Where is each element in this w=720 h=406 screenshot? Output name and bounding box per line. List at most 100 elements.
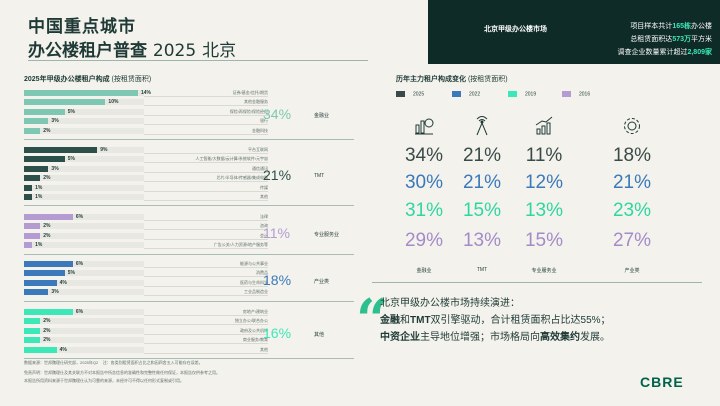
footer-disclaimer: 免责声明：世邦魏理仕及其关联方不对本报告中所含信息的准确性和完整性做任何保证，本…	[24, 370, 220, 375]
quote-l2c: TMT	[410, 315, 431, 326]
legend-label: 2019	[525, 91, 537, 98]
bar-value: 3%	[51, 165, 59, 172]
bar-fill	[24, 165, 49, 172]
bar-value: 14%	[141, 90, 152, 96]
title-year: 2025	[152, 41, 197, 61]
bar-label: 芯片/半导体/传感器/集成电路	[144, 175, 268, 183]
bar-track	[24, 214, 144, 220]
bar-fill	[24, 327, 41, 334]
bar-fill	[24, 147, 98, 153]
bar-track	[24, 165, 144, 172]
trend-value: 21%	[462, 145, 502, 166]
bar-label: 商业服务/教育	[144, 337, 268, 345]
tenant-row: 2% 商业服务/教育	[24, 337, 268, 345]
market-label: 北京甲级办公楼市场	[484, 26, 547, 33]
legend-swatch	[396, 91, 405, 97]
bar-fill	[24, 309, 73, 315]
bar-track	[24, 127, 144, 134]
quote-l2d: 双引擎驱动，合计租赁面积占比达55%；	[430, 315, 611, 326]
market-info-box: 北京甲级办公楼市场 项目样本共计165栋办公楼 总租赁面积达573万平方米 调查…	[428, 0, 720, 64]
bar-track	[24, 270, 144, 277]
info-1-num: 165栋	[672, 23, 691, 30]
tenant-row: 6% 房地产/建筑业	[24, 309, 268, 316]
bar-label: 保险/再保险/保险经纪	[144, 109, 268, 116]
bar-value: 10%	[108, 99, 119, 106]
bar-value: 2%	[43, 223, 51, 230]
left-title: 2025年甲级办公楼租户构成	[24, 76, 110, 83]
quote-divider	[372, 282, 702, 283]
bar-fill	[24, 194, 33, 200]
bar-track	[24, 223, 144, 230]
bar-fill	[24, 175, 41, 182]
tenant-row: 9% 平台互联网	[24, 147, 268, 154]
bar-track	[24, 279, 144, 286]
group-share: 21%	[263, 167, 292, 184]
bar-fill	[24, 232, 41, 239]
bar-fill	[24, 242, 33, 249]
bar-label: 消费品	[144, 270, 268, 278]
group-label: 专业服务业	[314, 231, 340, 238]
bar-value: 1%	[35, 184, 43, 191]
bar-value: 2%	[43, 318, 51, 325]
bar-label: 医药与生命科学	[144, 280, 268, 287]
bar-track	[24, 346, 144, 353]
trend-value: 21%	[462, 172, 502, 193]
left-section-title: 2025年甲级办公楼租户构成 (按租赁面积)	[24, 74, 151, 84]
trend-category: TMT	[476, 267, 488, 273]
legend-item: 2022	[452, 91, 480, 97]
finance-icon	[413, 115, 434, 137]
antenna-icon	[471, 115, 489, 137]
header-divider	[28, 60, 368, 61]
bar-label: 工业品制造业	[144, 289, 268, 297]
bar-label: 房地产/建筑业	[144, 309, 268, 316]
tenant-row: 4% 医药与生命科学	[24, 279, 268, 287]
tenant-row: 2% 咨询	[24, 223, 268, 231]
bar-value: 1%	[35, 194, 43, 200]
bar-label: 会计	[144, 233, 268, 240]
bar-fill	[24, 289, 49, 296]
bar-track	[24, 232, 144, 239]
trend-value: 13%	[462, 230, 502, 251]
tenant-row: 2% 芯片/半导体/传感器/集成电路	[24, 175, 268, 183]
group-label: TMT	[314, 173, 325, 180]
quote-l3b: 主导地位增强；市场格局向	[420, 332, 540, 343]
footer-notes: 数据来源：世邦魏理仕研究部，2025年Q2 注：各类别租赁面积占比之和因四舍五入…	[24, 360, 524, 366]
bar-fill	[24, 184, 33, 191]
cbre-logo: CBRE	[640, 374, 684, 390]
legend-label: 2025	[413, 91, 425, 98]
bar-fill	[24, 346, 57, 353]
legend-swatch	[508, 91, 517, 97]
bar-label: 传媒	[144, 185, 268, 192]
info-1-pre: 项目样本共计	[630, 23, 673, 30]
tenant-row: 2% 金融科技	[24, 127, 268, 135]
tenant-group: 14% 证券/基金/信托/期货 10% 其他金融服务 5% 保险/再保险/保险经纪 3% 银行…	[24, 89, 354, 140]
legend-label: 2022	[469, 91, 481, 98]
trend-value: 11%	[525, 145, 563, 166]
tenant-group: 9% 平台互联网 5% 人工智能/大数据/云计算/系统软件/元宇宙 3% 通信通讯 2% 芯片…	[24, 146, 354, 207]
tenant-row: 5% 人工智能/大数据/云计算/系统软件/元宇宙	[24, 156, 268, 164]
tenant-row: 5% 消费品	[24, 270, 268, 278]
trend-value: 23%	[612, 200, 652, 221]
title-main: 办公楼租户普查	[28, 41, 147, 61]
trend-value: 29%	[404, 230, 444, 251]
quote-l3a: 中资企业	[380, 332, 420, 343]
bar-track	[24, 118, 144, 125]
trend-value: 31%	[404, 200, 444, 221]
bar-label: 能源与公共事业	[144, 261, 268, 268]
info-2-post: 平方米	[691, 36, 712, 43]
bar-value: 2%	[43, 327, 51, 334]
bar-value: 6%	[75, 214, 84, 220]
quote-l2b: 和	[400, 315, 410, 326]
trend-value: 15%	[524, 230, 564, 251]
tenant-row: 10% 其他金融服务	[24, 99, 268, 107]
tenant-row: 5% 保险/再保险/保险经纪	[24, 108, 268, 116]
trend-value: 18%	[612, 145, 652, 166]
bar-fill	[24, 90, 138, 96]
trend-value: 21%	[612, 172, 652, 193]
bar-value: 9%	[100, 147, 108, 153]
bar-label: 其他	[144, 347, 268, 354]
bar-fill	[24, 261, 73, 267]
bar-track	[24, 194, 144, 200]
trend-value: 13%	[524, 200, 564, 221]
bar-track	[24, 289, 144, 296]
